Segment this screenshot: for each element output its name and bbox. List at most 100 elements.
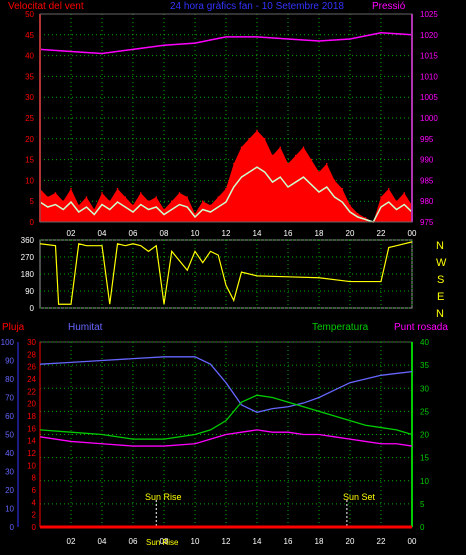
wind-point — [271, 154, 274, 157]
temperature-tick-label: 15 — [420, 454, 429, 463]
rain-tick-label: 30 — [27, 338, 36, 347]
wind-point — [349, 204, 351, 207]
wind-point — [302, 146, 305, 148]
wind-x-tick-label: 06 — [129, 229, 138, 238]
compass-e: E — [437, 291, 444, 303]
wind-tick-label: 15 — [25, 156, 34, 165]
humidity-tick-label: 70 — [5, 394, 14, 403]
compass-w: W — [436, 257, 447, 269]
lower-x-tick-label: 14 — [253, 537, 262, 546]
humidity-tick-label: 30 — [5, 468, 14, 477]
rain-tick-label: 8 — [32, 474, 37, 483]
wind-x-tick-label: 02 — [67, 229, 76, 238]
sunrise-small-label: Sun Rise — [146, 538, 179, 547]
wind-point — [163, 208, 165, 211]
wind-tick-label: 20 — [25, 135, 34, 144]
series-line-humidity — [39, 356, 413, 413]
wind-point — [279, 146, 282, 148]
rain-tick-label: 4 — [32, 498, 37, 507]
rain-tick-label: 2 — [32, 511, 37, 520]
rain-tick-label: 16 — [27, 424, 36, 433]
compass-n-bottom: N — [436, 308, 444, 320]
wind-point — [318, 171, 320, 173]
pressure-line — [39, 31, 413, 55]
wind-point — [380, 196, 382, 198]
lower-x-tick-label: 00 — [408, 537, 417, 546]
lower-x-tick-label: 02 — [67, 537, 76, 546]
lower-x-tick-label: 10 — [191, 537, 200, 546]
wind-point — [201, 200, 204, 202]
temperature-tick-label: 25 — [420, 407, 429, 416]
pressure-tick-label: 1005 — [420, 93, 438, 102]
direction-tick-label: 360 — [21, 236, 35, 245]
wind-gust-area — [40, 130, 412, 222]
wind-point — [70, 187, 72, 190]
humidity-tick-label: 40 — [5, 449, 14, 458]
wind-point — [108, 200, 111, 202]
wind-point — [248, 138, 251, 140]
wind-point — [85, 196, 88, 198]
lower-x-tick-label: 20 — [346, 537, 355, 546]
wind-x-tick-label: 14 — [253, 229, 262, 238]
wind-point — [364, 217, 367, 219]
wind-point — [155, 196, 158, 198]
wind-point — [139, 192, 142, 194]
rain-tick-label: 12 — [27, 449, 36, 458]
humidity-tick-label: 10 — [5, 505, 14, 514]
rain-tick-label: 14 — [27, 437, 36, 446]
wind-x-tick-label: 12 — [222, 229, 231, 238]
pressure-tick-label: 1025 — [420, 10, 438, 19]
wind-point — [356, 212, 359, 215]
wind-point — [310, 158, 313, 161]
pressure-tick-label: 1010 — [420, 72, 438, 81]
temperature-axis-label: Temperatura — [312, 322, 369, 333]
humidity-tick-label: 100 — [1, 338, 15, 347]
wind-point — [124, 196, 127, 198]
humidity-tick-label: 90 — [5, 357, 14, 366]
wind-x-tick-label: 16 — [284, 229, 293, 238]
pressure-tick-label: 990 — [420, 156, 434, 165]
wind-tick-label: 45 — [25, 31, 34, 40]
lower-x-tick-label: 04 — [98, 537, 107, 546]
lower-x-tick-label: 16 — [284, 537, 293, 546]
wind-point — [209, 204, 212, 207]
wind-point — [62, 200, 65, 202]
rain-tick-label: 20 — [27, 400, 36, 409]
compass-s: S — [437, 274, 444, 286]
series-line-temp — [39, 394, 413, 440]
wind-point — [132, 204, 134, 207]
humidity-tick-label: 20 — [5, 486, 14, 495]
wind-point — [178, 192, 181, 194]
wind-tick-label: 5 — [30, 197, 35, 206]
direction-tick-label: 90 — [25, 287, 34, 296]
wind-point — [147, 200, 150, 202]
wind-axis-label: Velocitat del vent — [8, 1, 84, 12]
direction-ticks: 0 90 180 270 360 — [21, 236, 35, 313]
sunrise-label: Sun Rise — [145, 492, 182, 502]
wind-point — [395, 200, 398, 202]
wind-point — [263, 138, 266, 140]
temperature-tick-label: 40 — [420, 338, 429, 347]
wind-point — [116, 187, 119, 190]
lower-x-tick-label: 22 — [377, 537, 386, 546]
rain-tick-label: 26 — [27, 363, 36, 372]
wind-x-tick-label: 10 — [191, 229, 200, 238]
lower-x-tick-label: 18 — [315, 537, 324, 546]
wind-point — [46, 196, 49, 198]
wind-point — [256, 129, 258, 132]
wind-tick-label: 0 — [30, 218, 35, 227]
direction-tick-label: 180 — [21, 270, 35, 279]
lower-ticks: 0102030405060708090100024681012141618202… — [1, 338, 430, 546]
wind-point — [325, 162, 328, 165]
wind-tick-label: 35 — [25, 72, 34, 81]
wind-point — [240, 146, 243, 148]
rain-tick-label: 22 — [27, 387, 36, 396]
direction-grid — [39, 239, 413, 309]
temperature-tick-label: 5 — [420, 500, 425, 509]
wind-direction-line — [39, 241, 413, 305]
pressure-tick-label: 1015 — [420, 52, 438, 61]
wind-x-tick-label: 18 — [315, 229, 324, 238]
wind-point — [170, 200, 173, 202]
wind-tick-label: 50 — [25, 10, 34, 19]
temperature-tick-label: 20 — [420, 431, 429, 440]
